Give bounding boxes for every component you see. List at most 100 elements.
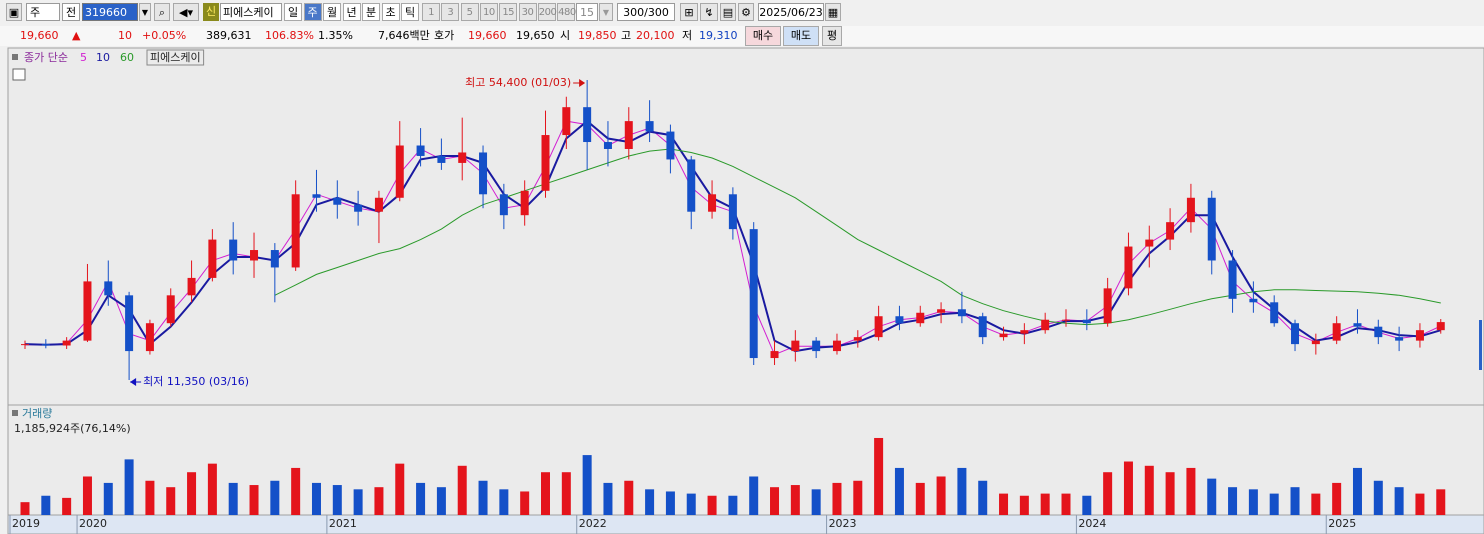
period-button[interactable]: 월 — [323, 3, 341, 21]
turnover: 1.35% — [318, 29, 353, 42]
candle-body — [1124, 246, 1133, 289]
sound-icon[interactable]: ◀▾ — [173, 3, 199, 21]
interval-button[interactable]: 30 — [518, 3, 537, 21]
interval-button[interactable]: 3 — [441, 3, 460, 21]
volume-bar — [1061, 493, 1071, 515]
candle-body — [1249, 298, 1258, 303]
volume-bar — [582, 455, 592, 515]
candle-body — [1374, 326, 1383, 338]
prev-button[interactable]: 전 — [62, 3, 80, 21]
grid-icon[interactable] — [12, 68, 26, 81]
period-button[interactable]: 틱 — [401, 3, 419, 21]
volume-bar — [790, 485, 800, 515]
volume-bar — [395, 463, 405, 515]
volume-bar — [936, 476, 946, 515]
volume-bar — [1352, 467, 1362, 515]
volume-ratio: 106.83% — [265, 29, 314, 42]
candle-body — [583, 107, 592, 143]
volume-bar — [520, 491, 530, 515]
x-tick-label: 2020 — [79, 517, 107, 530]
date-input[interactable]: 2025/06/23 — [758, 3, 824, 21]
sell-button[interactable]: 매도 — [783, 26, 819, 46]
interval-input[interactable]: 15 — [576, 3, 598, 21]
search-icon[interactable]: ⌕ — [154, 3, 170, 21]
candle-body — [562, 107, 571, 136]
volume-bar — [1248, 489, 1258, 515]
candle-body — [208, 239, 217, 278]
candle-body — [895, 316, 904, 324]
interval-button[interactable]: 15 — [499, 3, 518, 21]
period-button[interactable]: 일 — [284, 3, 302, 21]
volume-bar — [291, 467, 301, 515]
legend-name-box — [146, 49, 205, 66]
interval-button[interactable]: 5 — [460, 3, 479, 21]
candle-body — [1041, 319, 1050, 331]
tool-icon[interactable]: ↯ — [700, 3, 718, 21]
volume-bar — [207, 463, 217, 515]
save-icon[interactable]: ▤ — [720, 3, 736, 21]
interval-dropdown[interactable]: ▼ — [599, 3, 613, 21]
tool-icon[interactable]: ⊞ — [680, 3, 698, 21]
interval-button[interactable]: 480 — [557, 3, 576, 21]
candle-body — [541, 135, 550, 191]
candle-body — [645, 121, 654, 132]
candle-body — [687, 159, 696, 212]
avg-button[interactable]: 평 — [822, 26, 842, 46]
interval-button[interactable]: 200 — [537, 3, 557, 21]
volume-bar — [1186, 467, 1196, 515]
period-button[interactable]: 초 — [381, 3, 400, 21]
period-button[interactable]: 분 — [362, 3, 380, 21]
candle-body — [1020, 330, 1029, 334]
volume-bar — [1165, 472, 1175, 515]
volume-bar — [1144, 465, 1154, 515]
period-button[interactable]: 주 — [303, 3, 322, 21]
volume-bar — [1373, 480, 1383, 515]
volume-bar — [270, 480, 280, 515]
legend-name: 피에스케이 — [150, 51, 201, 64]
candle-body — [1311, 340, 1320, 345]
candle-body — [1145, 239, 1154, 247]
volume-bar — [1040, 493, 1050, 515]
settings-icon[interactable]: ⚙ — [738, 3, 754, 21]
volume-bar — [770, 487, 780, 515]
volume-bar — [1207, 478, 1217, 515]
quote-bar: 19,660 ▲ 10 +0.05% 389,631 106.83% 1.35%… — [0, 26, 1484, 46]
volume-bar — [561, 472, 571, 515]
candle-body — [437, 155, 446, 163]
layout-icon[interactable]: ▣ — [6, 3, 22, 21]
interval-button[interactable]: 1 — [422, 3, 440, 21]
candle-body — [603, 142, 612, 149]
volume-bar — [353, 489, 363, 515]
low-label: 저 — [682, 29, 693, 42]
interval-button[interactable]: 10 — [479, 3, 498, 21]
volume-bar — [311, 482, 321, 515]
buy-button[interactable]: 매수 — [745, 26, 781, 46]
volume-bar — [478, 480, 488, 515]
code-input[interactable]: 319660 — [82, 3, 138, 21]
candle-body — [1166, 222, 1175, 240]
x-tick-label: 2021 — [329, 517, 357, 530]
high-label: 고 — [621, 29, 632, 42]
x-tick-label: 2023 — [829, 517, 857, 530]
change-arrow: ▲ — [72, 29, 81, 42]
calendar-icon[interactable]: ▦ — [825, 3, 841, 21]
candle-body — [874, 316, 883, 338]
count-input[interactable]: 300/300 — [617, 3, 675, 21]
candle-body — [333, 197, 342, 205]
candle-body — [41, 344, 50, 346]
change: 10 — [118, 29, 132, 42]
candle-body — [21, 344, 29, 346]
code-dropdown[interactable]: ▼ — [139, 3, 151, 21]
annotation: 최고 54,400 (01/03) — [465, 76, 571, 89]
scroll-marker — [1479, 320, 1482, 370]
candle-body — [916, 312, 925, 324]
volume-bar — [999, 493, 1009, 515]
period-button[interactable]: 년 — [342, 3, 361, 21]
candle-body — [999, 333, 1008, 338]
amount: 7,646백만 — [378, 29, 430, 42]
market-select[interactable]: 주 — [26, 3, 60, 21]
candle-body — [166, 295, 175, 324]
candle-body — [291, 194, 300, 268]
legend-entry: 10 — [96, 51, 110, 64]
